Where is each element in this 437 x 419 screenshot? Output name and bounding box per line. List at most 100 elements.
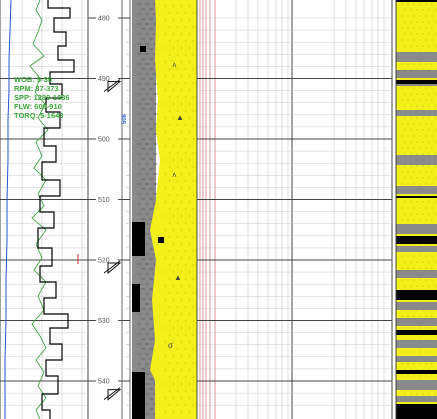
sand-dot [172,5,174,7]
sand-dot [407,99,409,101]
sand-dot [401,351,403,353]
sand-dot [419,315,421,317]
sand-dot [401,315,403,317]
sand-dot [172,313,174,315]
sand-dot [192,82,194,84]
sand-dot [410,93,412,95]
sand-dot [407,183,409,185]
sand-dot [164,369,166,371]
sand-dot [188,89,190,91]
sand-dot [431,3,433,5]
sand-dot [401,267,403,269]
sand-dot [434,105,436,107]
sand-dot [180,411,182,413]
shale-band [396,84,437,86]
sand-dot [407,135,409,137]
sand-dot [416,261,418,263]
sand-dot [176,292,178,294]
sand-dot [428,9,430,11]
sand-dot [164,299,166,301]
sand-dot [168,236,170,238]
sand-dot [180,61,182,63]
sand-dot [431,99,433,101]
coal-bed [132,284,140,312]
sand-dot [180,33,182,35]
sand-dot [416,141,418,143]
sand-dot [407,279,409,281]
sandstone-band [396,0,437,419]
sand-dot [407,315,409,317]
coal-band [396,236,437,244]
sand-dot [425,135,427,137]
sand-dot [184,362,186,364]
sand-dot [413,315,415,317]
param-rpm: RPM: 37-373 [14,84,59,93]
sand-dot [192,278,194,280]
sand-dot [404,177,406,179]
sand-dot [172,383,174,385]
sand-dot [184,376,186,378]
sand-dot [431,375,433,377]
sand-dot [180,103,182,105]
sand-dot [428,213,430,215]
sand-dot [413,63,415,65]
sand-dot [164,313,166,315]
sand-dot [431,63,433,65]
sand-dot [422,105,424,107]
sand-dot [172,131,174,133]
sand-dot [176,236,178,238]
sand-dot [419,99,421,101]
sand-dot [410,9,412,11]
sand-dot [176,390,178,392]
sand-dot [407,171,409,173]
shale-band [396,356,437,362]
coal-band [396,0,437,2]
sand-dot [425,63,427,65]
sand-dot [431,27,433,29]
sand-dot [413,219,415,221]
sand-dot [176,404,178,406]
shale-band [396,70,437,78]
sand-dot [434,261,436,263]
sand-dot [401,99,403,101]
curve-track [0,0,89,419]
sand-dot [425,315,427,317]
sand-dot [425,351,427,353]
sand-dot [164,173,166,175]
coal-fragment [140,46,146,52]
sand-dot [413,207,415,209]
sand-dot [434,9,436,11]
sand-dot [419,375,421,377]
sand-dot [184,82,186,84]
coal-bed [132,372,145,419]
sand-dot [422,165,424,167]
sand-dot [172,75,174,77]
sand-dot [168,180,170,182]
sand-dot [176,82,178,84]
sand-dot [172,47,174,49]
sand-dot [184,40,186,42]
sand-dot [404,45,406,47]
sand-dot [176,180,178,182]
sand-dot [176,250,178,252]
sand-dot [176,278,178,280]
sand-dot [434,177,436,179]
sand-dot [184,110,186,112]
sand-dot [192,404,194,406]
sand-dot [192,68,194,70]
sand-dot [413,183,415,185]
sand-dot [164,47,166,49]
sand-dot [431,207,433,209]
bit-line [103,79,121,92]
sand-dot [188,299,190,301]
sand-dot [176,138,178,140]
sand-dot [416,117,418,119]
sand-dot [168,390,170,392]
sand-dot [168,12,170,14]
sand-dot [176,208,178,210]
fossil-symbol: ˄ [172,61,177,70]
bit-triangle-icon [107,389,122,401]
sand-dot [180,369,182,371]
sand-dot [422,261,424,263]
sand-dot [184,404,186,406]
